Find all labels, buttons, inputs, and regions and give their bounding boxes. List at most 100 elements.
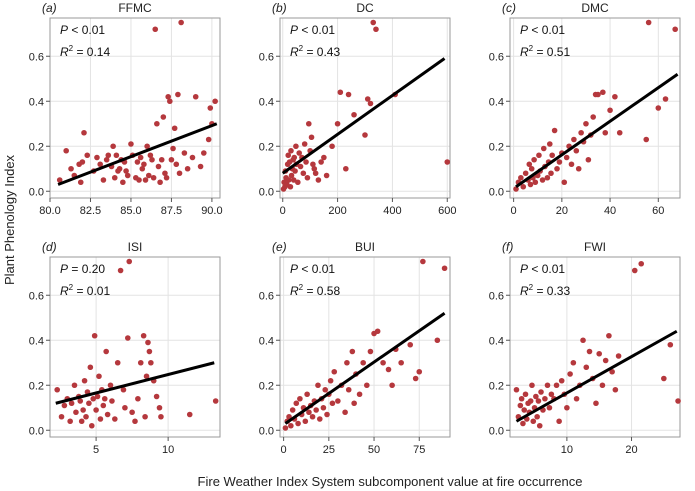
y-tick-label: 0.0 [29, 186, 44, 198]
data-point [549, 152, 555, 159]
data-point [71, 382, 78, 389]
data-point [149, 156, 155, 163]
data-point [112, 416, 118, 422]
data-point [373, 26, 379, 33]
data-point [527, 398, 534, 404]
data-point [181, 150, 188, 156]
data-point [54, 386, 61, 393]
data-point [351, 111, 357, 118]
panel-dc: 0 200 400 600 0.0 0.2 0.4 0.6 (b) DC P < 0.01 R2 = … [259, 1, 457, 217]
data-point [573, 395, 580, 402]
data-point [553, 382, 560, 389]
panel-letter: (f) [502, 240, 513, 254]
data-point [114, 359, 121, 366]
data-point [176, 170, 183, 177]
data-point [335, 398, 341, 404]
data-point [315, 382, 321, 389]
panel-title: BUI [355, 240, 375, 254]
x-tick-label: 200 [328, 205, 346, 217]
y-tick-label: 0.2 [29, 141, 44, 153]
y-tick-label: 0.4 [29, 96, 44, 108]
data-point [351, 400, 357, 407]
data-point [329, 143, 335, 150]
data-point [77, 398, 84, 404]
data-point [536, 422, 543, 429]
data-point [175, 91, 181, 98]
data-point [303, 159, 309, 165]
data-point [300, 170, 307, 177]
y-tick-label: 0.0 [259, 186, 274, 198]
data-point [128, 141, 134, 147]
data-point [143, 373, 150, 380]
data-point [73, 409, 79, 416]
x-tick-label: 400 [383, 205, 401, 217]
data-point [324, 411, 330, 418]
data-point [385, 366, 392, 373]
x-tick-label: 87.5 [161, 205, 182, 217]
data-point [312, 170, 319, 177]
data-point [327, 377, 334, 384]
data-point [285, 152, 292, 159]
data-point [141, 161, 147, 168]
data-point [212, 398, 219, 404]
panel-frame [279, 256, 451, 438]
panel-background [50, 257, 220, 437]
data-point [573, 147, 580, 154]
data-point [534, 413, 540, 420]
p-value-annotation: P < 0.01 [520, 262, 565, 276]
data-point [612, 93, 618, 100]
y-tick-label: 0.6 [489, 290, 504, 302]
panel-title: DMC [581, 1, 609, 15]
data-point [137, 359, 144, 366]
panel-frame [279, 17, 451, 199]
data-point [78, 418, 85, 425]
data-point [342, 409, 348, 416]
data-point [97, 416, 104, 422]
data-point [295, 179, 301, 186]
data-point [345, 91, 352, 98]
data-point [162, 170, 168, 177]
data-point [156, 404, 163, 411]
p-value-annotation: P < 0.01 [290, 23, 335, 37]
data-point [356, 391, 363, 398]
data-point [91, 332, 98, 339]
y-tick-label: 0.2 [489, 380, 504, 392]
data-point [548, 170, 554, 177]
data-point [331, 368, 338, 375]
data-point [607, 107, 613, 114]
data-point [129, 409, 135, 416]
data-point [567, 371, 573, 377]
data-point [531, 156, 537, 163]
data-point [558, 377, 565, 384]
data-point [444, 159, 451, 165]
panel-title: FFMC [118, 1, 152, 15]
data-point [96, 373, 102, 380]
y-tick-label: 0.2 [259, 380, 274, 392]
data-point [101, 395, 108, 402]
panel-letter: (d) [42, 240, 57, 254]
data-point [97, 161, 103, 168]
regression-line [57, 122, 218, 186]
data-point [412, 375, 419, 382]
x-tick-label: 10 [162, 444, 174, 456]
data-point [113, 152, 120, 159]
y-tick-label: 0.4 [489, 335, 504, 347]
data-point [540, 145, 547, 152]
data-point [367, 348, 374, 355]
data-point [147, 152, 154, 159]
data-point [304, 174, 311, 181]
data-point [158, 413, 164, 420]
data-point [548, 391, 555, 398]
data-point [349, 348, 356, 355]
data-point [367, 100, 374, 107]
data-point [308, 134, 315, 141]
data-point [197, 163, 204, 170]
data-point [434, 337, 441, 344]
data-point [286, 413, 292, 420]
y-tick-label: 0.0 [259, 425, 274, 437]
data-point [100, 402, 107, 409]
data-point [150, 174, 157, 181]
r-squared-annotation: R2 = 0.58 [290, 283, 340, 298]
x-tick-label: 50 [368, 444, 380, 456]
data-point [583, 120, 589, 127]
